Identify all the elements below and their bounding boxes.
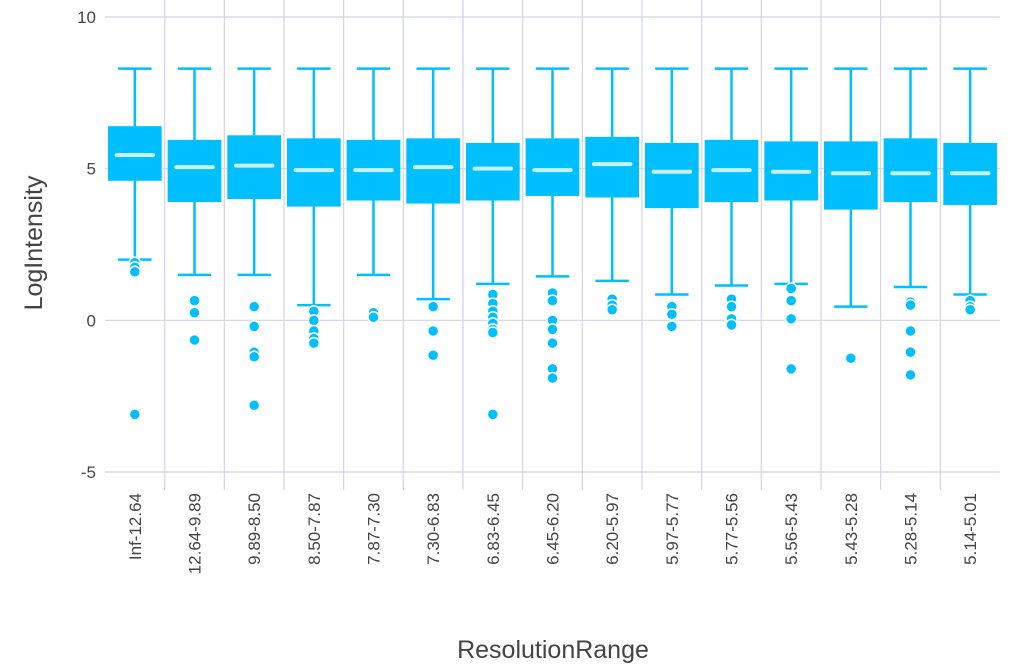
outlier-point <box>247 300 261 313</box>
y-axis: -5 0 5 10 <box>77 8 96 482</box>
boxes <box>107 67 998 421</box>
box-body <box>525 138 580 196</box>
x-tick-label: 6.20-5.97 <box>603 493 622 565</box>
box-12 <box>823 67 878 365</box>
x-tick-label: 12.64-9.89 <box>186 493 205 574</box>
box-0 <box>107 67 162 421</box>
x-tick-label: 7.30-6.83 <box>424 493 443 565</box>
outlier-point <box>784 362 798 376</box>
x-tick-label: 6.83-6.45 <box>484 493 503 565</box>
box-body <box>167 139 222 203</box>
x-tick-label: 5.97-5.77 <box>663 493 682 565</box>
box-7 <box>525 67 580 385</box>
box-11 <box>764 67 819 376</box>
box-14 <box>943 67 998 316</box>
x-tick-label: 5.28-5.14 <box>902 493 921 565</box>
box-3 <box>286 67 341 350</box>
outlier-point <box>963 303 977 316</box>
outlier-point <box>486 408 500 421</box>
box-body <box>585 136 640 198</box>
box-body <box>823 141 878 210</box>
box-6 <box>465 67 520 421</box>
outlier-point <box>247 320 261 333</box>
outlier-point <box>725 300 738 313</box>
outlier-point <box>546 294 559 307</box>
x-tick-label: 6.45-6.20 <box>544 493 563 565</box>
box-9 <box>644 67 699 333</box>
x-tick-label: 7.87-7.30 <box>365 493 384 565</box>
outlier-point <box>247 399 261 412</box>
box-5 <box>406 67 461 362</box>
outlier-point <box>904 345 917 359</box>
box-body <box>644 142 699 209</box>
y-tick-label: 0 <box>87 311 96 330</box>
outlier-point <box>188 294 201 307</box>
box-1 <box>167 67 222 347</box>
outlier-point <box>904 368 917 382</box>
y-tick-label: -5 <box>81 463 96 482</box>
outlier-point <box>367 311 380 324</box>
outlier-point <box>426 300 440 313</box>
outlier-point <box>844 352 858 365</box>
x-tick-label: 8.50-7.87 <box>305 493 324 565</box>
box-body <box>286 138 341 207</box>
outlier-point <box>546 336 559 350</box>
box-10 <box>704 67 759 332</box>
x-axis-title: ResolutionRange <box>457 636 649 664</box>
box-body <box>883 138 938 203</box>
box-4 <box>346 67 401 324</box>
outlier-point <box>904 324 917 338</box>
x-tick-label: Inf-12.64 <box>126 493 145 560</box>
outlier-point <box>188 306 201 319</box>
box-body <box>465 142 520 201</box>
outlier-point <box>426 348 440 362</box>
y-axis-title: LogIntensity <box>20 175 48 310</box>
outlier-point <box>188 333 201 347</box>
box-body <box>406 138 461 204</box>
outlier-point <box>546 323 559 336</box>
outlier-point <box>128 408 142 421</box>
outlier-point <box>307 336 321 350</box>
outlier-point <box>784 312 798 326</box>
y-tick-label: 5 <box>87 160 96 179</box>
x-tick-label: 5.77-5.56 <box>723 493 742 565</box>
outlier-point <box>904 298 917 312</box>
outlier-point <box>128 265 142 279</box>
box-8 <box>585 67 640 316</box>
outlier-point <box>665 308 679 321</box>
box-13 <box>883 67 938 382</box>
outlier-point <box>784 282 798 295</box>
outlier-point <box>307 314 321 327</box>
x-tick-label: 9.89-8.50 <box>245 493 264 565</box>
box-2 <box>227 67 282 412</box>
grid <box>105 0 1000 490</box>
y-tick-label: 10 <box>77 8 96 27</box>
outlier-point <box>426 324 440 338</box>
outlier-point <box>784 294 798 307</box>
outlier-point <box>665 320 679 333</box>
outlier-point <box>605 303 619 316</box>
x-tick-label: 5.56-5.43 <box>782 493 801 565</box>
x-tick-label: 5.14-5.01 <box>961 493 980 565</box>
outlier-point <box>486 326 500 339</box>
outlier-point <box>247 350 261 363</box>
x-axis: Inf-12.64 12.64-9.89 9.89-8.50 8.50-7.87 7.8… <box>126 493 980 574</box>
outlier-point <box>546 371 559 385</box>
x-tick-label: 5.43-5.28 <box>842 493 861 565</box>
outlier-point <box>725 318 738 332</box>
